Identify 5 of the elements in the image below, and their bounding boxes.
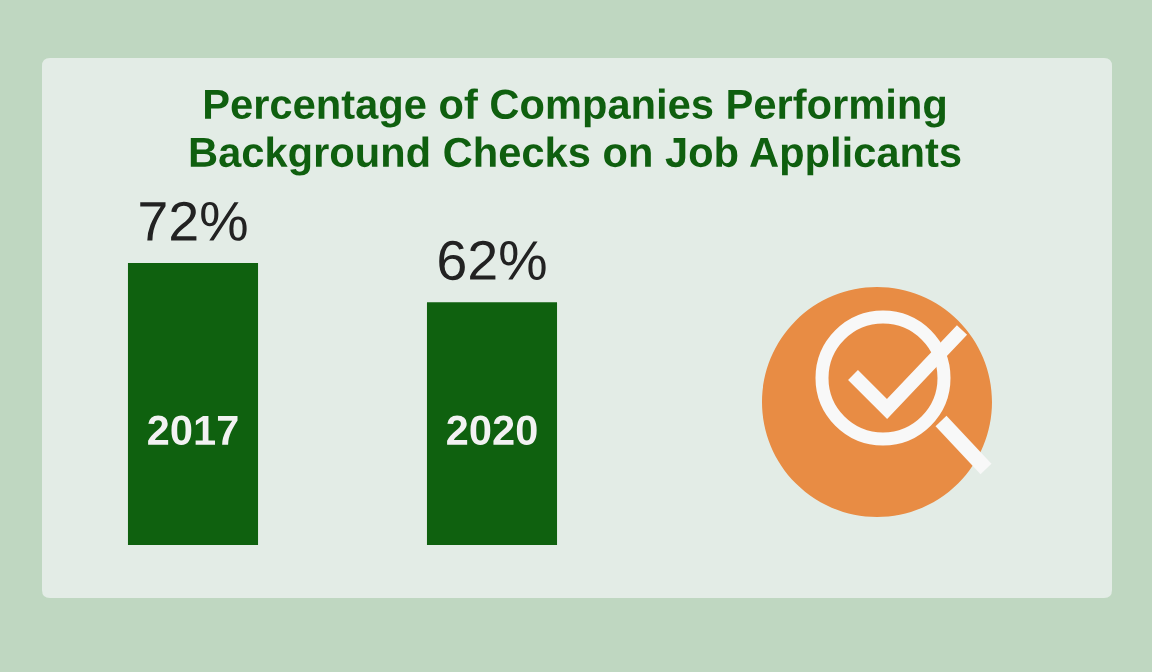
chart-title: Percentage of Companies Performing Background Checks on Job Applicants bbox=[190, 88, 961, 176]
x-tick-label: 2020 bbox=[447, 415, 537, 446]
data-label: 62% bbox=[439, 240, 546, 281]
x-tick-label: 2017 bbox=[148, 415, 238, 446]
data-label: 72% bbox=[140, 201, 247, 241]
